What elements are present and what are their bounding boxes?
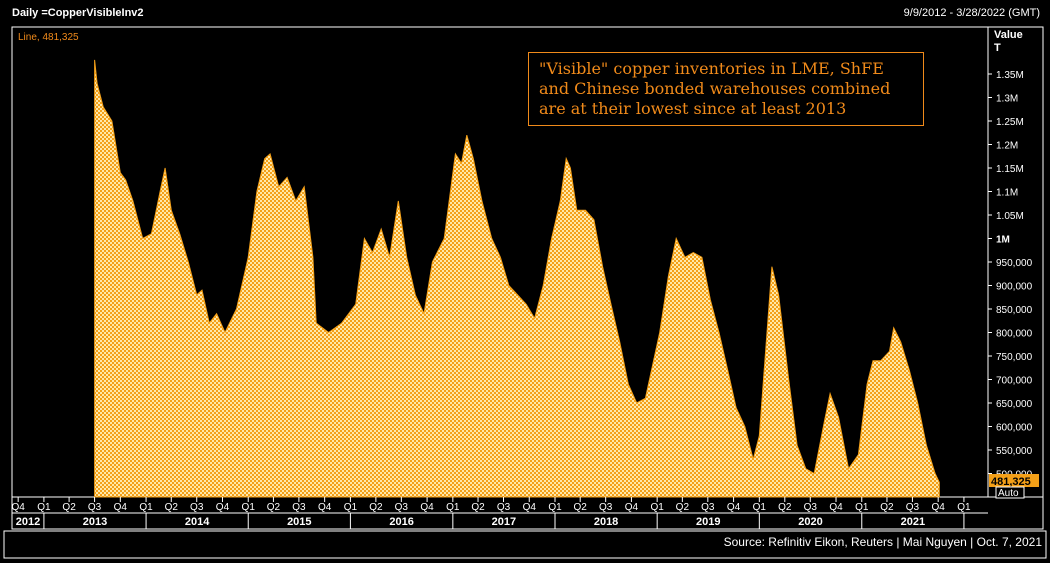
copper-inventory-area	[94, 59, 940, 498]
x-tick-label: Q2	[369, 502, 383, 513]
y-tick-label: 1.1M	[996, 188, 1018, 199]
year-label: 2014	[185, 516, 210, 528]
y-tick-label: 1.05M	[996, 211, 1024, 222]
legend-label: Line, 481,325	[18, 32, 79, 43]
x-tick-label: Q3	[804, 502, 818, 513]
annotation-box: "Visible" copper inventories in LME, ShF…	[528, 52, 924, 126]
x-tick-label: Q2	[267, 502, 281, 513]
y-tick-label: 600,000	[996, 423, 1033, 434]
x-tick-label: Q4	[216, 502, 230, 513]
annotation-text: "Visible" copper inventories in LME, ShF…	[539, 59, 891, 118]
x-tick-label: Q2	[471, 502, 485, 513]
y-tick-label: 550,000	[996, 446, 1033, 457]
x-tick-label: Q1	[37, 502, 51, 513]
x-tick-label: Q4	[420, 502, 434, 513]
y-tick-label: 950,000	[996, 258, 1033, 269]
x-tick-label: Q2	[574, 502, 588, 513]
x-tick-label: Q2	[880, 502, 894, 513]
y-tick-label: 850,000	[996, 305, 1033, 316]
x-tick-label: Q1	[446, 502, 460, 513]
x-tick-label: Q2	[676, 502, 690, 513]
x-tick-label: Q4	[932, 502, 946, 513]
chart-title: Daily =CopperVisibleInv2	[12, 7, 144, 19]
x-tick-label: Q3	[497, 502, 511, 513]
x-tick-label: Q3	[190, 502, 204, 513]
x-tick-label: Q4	[11, 502, 25, 513]
footer-frame	[3, 530, 1047, 559]
axis-header-value: Value	[994, 29, 1023, 41]
footer-source: Source: Refinitiv Eikon, Reuters | Mai N…	[723, 535, 1042, 549]
x-tick-label: Q3	[395, 502, 409, 513]
x-tick-label: Q4	[318, 502, 332, 513]
y-tick-label: 700,000	[996, 376, 1033, 387]
y-tick-label: 1.35M	[996, 70, 1024, 81]
x-tick-label: Q2	[778, 502, 792, 513]
year-label: 2015	[287, 516, 311, 528]
y-tick-label: 1M	[996, 235, 1010, 246]
y-tick-label: 900,000	[996, 282, 1033, 293]
auto-label[interactable]: Auto	[998, 488, 1019, 499]
x-tick-label: Q1	[855, 502, 869, 513]
year-label: 2021	[901, 516, 925, 528]
x-tick-label: Q2	[165, 502, 179, 513]
year-label: 2020	[798, 516, 822, 528]
last-value-badge	[989, 474, 1039, 487]
axis-header-unit: T	[994, 42, 1001, 54]
x-tick-label: Q1	[139, 502, 153, 513]
auto-badge[interactable]	[995, 486, 1025, 499]
axis-frame	[987, 26, 1044, 498]
x-tick-label: Q4	[523, 502, 537, 513]
x-tick-label: Q1	[957, 502, 971, 513]
x-tick-label: Q1	[548, 502, 562, 513]
x-tick-label: Q1	[753, 502, 767, 513]
x-tick-label: Q1	[344, 502, 358, 513]
x-tick-label: Q4	[727, 502, 741, 513]
x-axis: Q4 Q1 Q2 Q3 Q4 Q1 Q2 Q3 Q4 Q1 Q2 Q3 Q4 Q1 Q2 Q3 Q4 Q1 Q2 Q3…	[11, 497, 971, 529]
x-tick-label: Q4	[114, 502, 128, 513]
x-tick-label: Q4	[625, 502, 639, 513]
y-tick-label: 650,000	[996, 399, 1033, 410]
y-tick-label: 1.15M	[996, 164, 1024, 175]
x-tick-label: Q4	[829, 502, 843, 513]
x-tick-label: Q3	[599, 502, 613, 513]
y-tick-label: 1.25M	[996, 117, 1024, 128]
date-range: 9/9/2012 - 3/28/2022 (GMT)	[903, 7, 1040, 19]
x-tick-label: Q3	[701, 502, 715, 513]
y-tick-label: 1.3M	[996, 94, 1018, 105]
x-tick-label: Q3	[88, 502, 102, 513]
year-label: 2019	[696, 516, 720, 528]
x-tick-label: Q1	[242, 502, 256, 513]
year-label: 2017	[492, 516, 516, 528]
y-tick-label: 800,000	[996, 329, 1033, 340]
last-value-label: 481,325	[991, 476, 1031, 488]
year-label: 2018	[594, 516, 618, 528]
year-label: 2012	[16, 516, 40, 528]
y-tick-label: 1.2M	[996, 141, 1018, 152]
year-label: 2013	[83, 516, 107, 528]
x-tick-label: Q3	[906, 502, 920, 513]
area-layer	[94, 59, 940, 498]
year-label: 2016	[389, 516, 413, 528]
y-tick-label: 750,000	[996, 352, 1033, 363]
x-tick-label: Q1	[650, 502, 664, 513]
x-tick-label: Q3	[292, 502, 306, 513]
x-tick-label: Q2	[62, 502, 76, 513]
